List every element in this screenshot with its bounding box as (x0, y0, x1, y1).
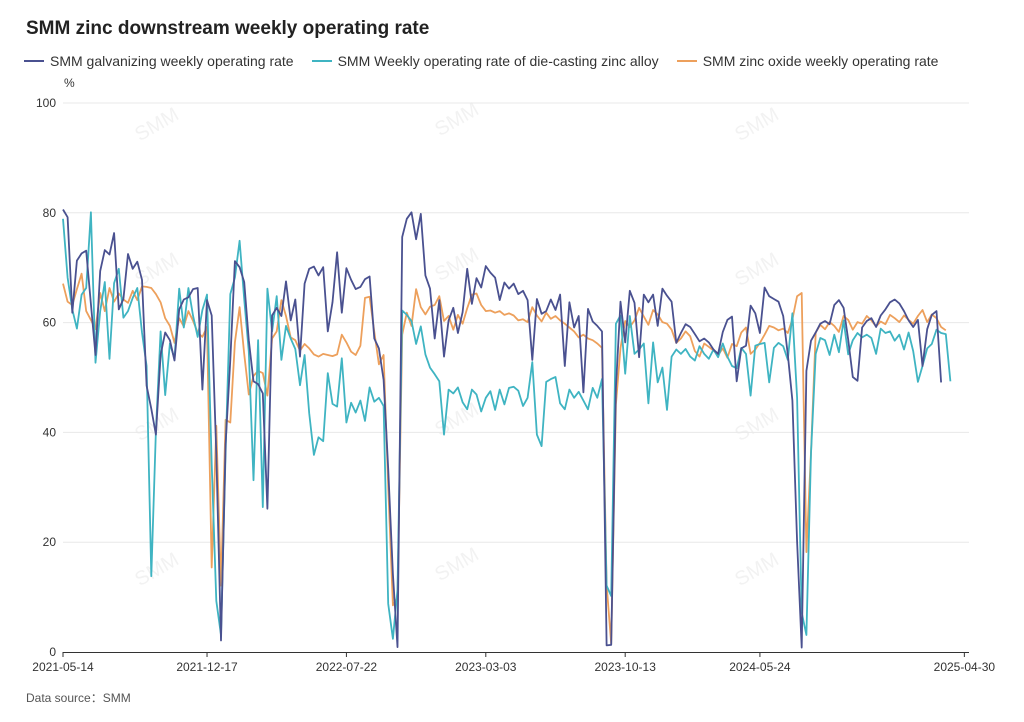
legend-item-zincoxide[interactable]: SMM zinc oxide weekly operating rate (676, 53, 939, 69)
watermark-1: SMM (431, 99, 482, 141)
y-tick-label-0: 0 (49, 645, 56, 659)
y-tick-label-20: 20 (43, 535, 57, 549)
watermark-9: SMM (131, 549, 182, 591)
x-tick-label-6: 2025-04-30 (934, 660, 996, 674)
x-tick-label-3: 2023-03-03 (455, 660, 517, 674)
watermark-0: SMM (131, 104, 182, 146)
legend: SMM galvanizing weekly operating rate SM… (24, 52, 956, 70)
watermark-11: SMM (731, 549, 782, 591)
y-axis-unit: % (64, 76, 75, 90)
series-line-diecasting (62, 211, 952, 640)
series-line-zincoxide (62, 272, 947, 645)
y-tick-label-80: 80 (43, 206, 57, 220)
watermark-8: SMM (731, 404, 782, 446)
x-tick-label-5: 2024-05-24 (729, 660, 791, 674)
watermark-10: SMM (431, 544, 482, 586)
legend-label-galvanizing: SMM galvanizing weekly operating rate (50, 53, 294, 69)
legend-swatch-diecasting (311, 60, 332, 62)
watermark-4: SMM (431, 244, 482, 286)
legend-label-zincoxide: SMM zinc oxide weekly operating rate (702, 53, 939, 69)
chart-title: SMM zinc downstream weekly operating rat… (26, 18, 430, 39)
y-tick-label-60: 60 (43, 316, 57, 330)
series-line-galvanizing (62, 209, 942, 649)
legend-item-diecasting[interactable]: SMM Weekly operating rate of die-casting… (311, 53, 659, 69)
x-tick-label-1: 2021-12-17 (176, 660, 238, 674)
watermark-7: SMM (431, 399, 482, 441)
x-tick-label-0: 2021-05-14 (32, 660, 94, 674)
legend-item-galvanizing[interactable]: SMM galvanizing weekly operating rate (24, 53, 294, 69)
legend-label-diecasting: SMM Weekly operating rate of die-casting… (337, 53, 659, 69)
watermark-2: SMM (731, 104, 782, 146)
y-tick-label-40: 40 (43, 425, 57, 439)
legend-swatch-galvanizing (24, 60, 44, 62)
legend-swatch-zincoxide (676, 60, 697, 62)
data-source: Data source：SMM (26, 691, 131, 705)
x-tick-label-2: 2022-07-22 (316, 660, 378, 674)
watermark-5: SMM (731, 249, 782, 291)
x-tick-label-4: 2023-10-13 (594, 660, 656, 674)
y-tick-label-100: 100 (36, 96, 56, 110)
